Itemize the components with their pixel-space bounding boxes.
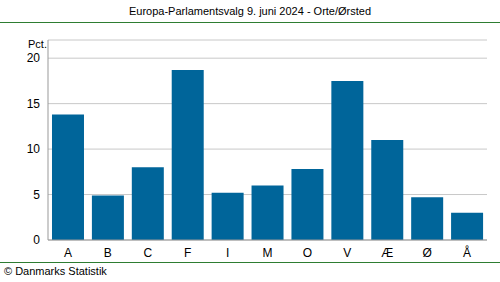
svg-text:O: O [303, 246, 312, 260]
svg-text:10: 10 [27, 142, 41, 156]
svg-text:A: A [64, 246, 72, 260]
svg-text:M: M [263, 246, 273, 260]
svg-text:B: B [104, 246, 112, 260]
svg-text:20: 20 [27, 51, 41, 65]
html-text:Europa-Parlamentsvalg 9. juni: Europa-Parlamentsvalg 9. juni 2024 - Ort… [128, 5, 372, 17]
html-text:© Danmarks Statistik: © Danmarks Statistik [4, 265, 107, 277]
svg-text:15: 15 [27, 97, 41, 111]
svg-text:0: 0 [33, 233, 40, 247]
svg-text:I: I [226, 246, 229, 260]
svg-text:Ø: Ø [422, 246, 431, 260]
svg-text:V: V [343, 246, 351, 260]
svg-text:Å: Å [463, 245, 471, 260]
svg-text:Æ: Æ [381, 246, 393, 260]
svg-text:F: F [184, 246, 191, 260]
svg-text:C: C [143, 246, 152, 260]
svg-text:5: 5 [33, 188, 40, 202]
html-text:Pct.: Pct. [28, 38, 47, 50]
